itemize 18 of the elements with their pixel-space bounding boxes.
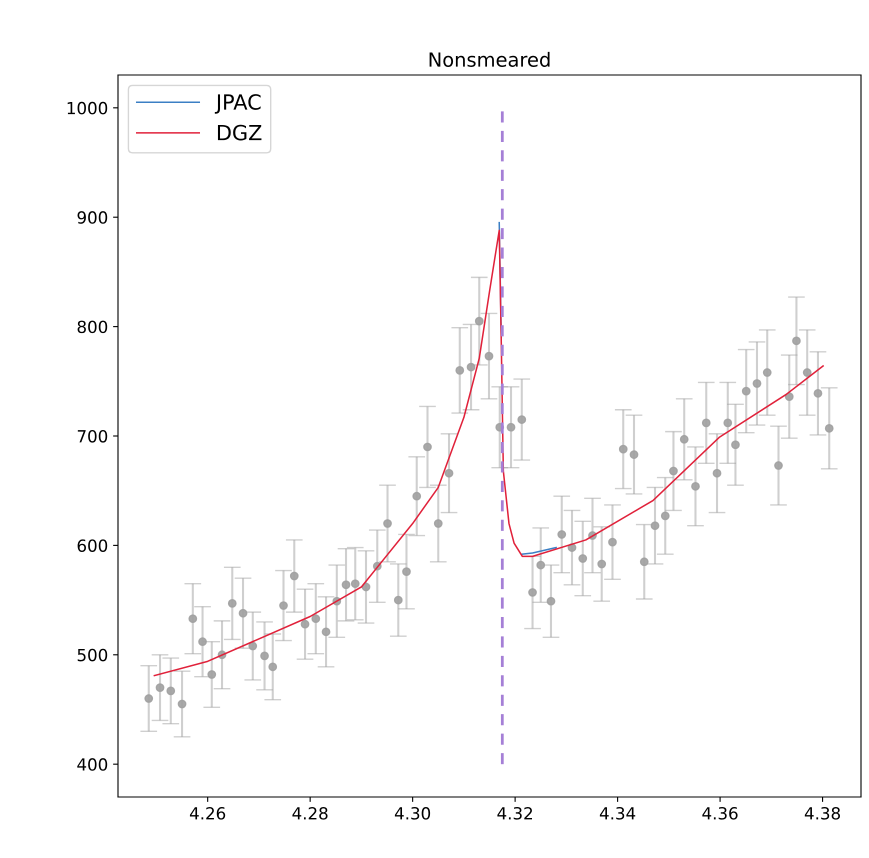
x-tick-label: 4.30 — [394, 807, 430, 820]
x-tick-label: 4.36 — [702, 807, 738, 820]
line-series — [154, 230, 824, 676]
legend-label: DGZ — [218, 124, 262, 140]
y-tick-label: 1000 — [68, 102, 108, 114]
y-tick-label: 900 — [78, 211, 108, 224]
y-tick-label: 700 — [78, 430, 108, 443]
x-tick-label: 4.32 — [497, 807, 532, 820]
y-tick-label: 800 — [78, 320, 108, 334]
x-tick-label: 4.28 — [292, 807, 328, 820]
x-tick-label: 4.26 — [190, 807, 226, 820]
chart-title: Nonsmeared — [430, 52, 550, 67]
x-tick-label: 4.34 — [600, 807, 636, 820]
y-tick-label: 400 — [77, 758, 108, 771]
y-tick-label: 500 — [78, 648, 108, 662]
y-tick-label: 600 — [78, 539, 108, 552]
x-tick-label: 4.38 — [804, 807, 840, 820]
legend-label: JPAC — [214, 94, 261, 114]
